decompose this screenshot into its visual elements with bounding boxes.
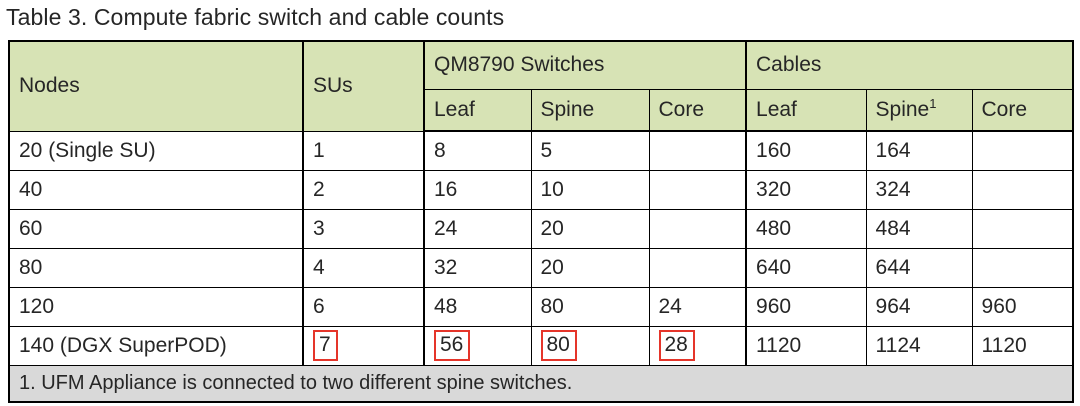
- cell-switch-spine: 10: [530, 169, 650, 210]
- header-switch-spine: Spine: [530, 88, 650, 132]
- footnote-marker: 1: [929, 95, 937, 111]
- header-cable-leaf: Leaf: [745, 88, 867, 132]
- header-switches-group: QM8790 Switches: [423, 40, 748, 90]
- table-body: 20 (Single SU) 1 8 5 160 164 40 2 16 10 320 324 60 3 2…: [8, 130, 1074, 366]
- cell-switch-core: [648, 208, 748, 249]
- footnote-row: 1. UFM Appliance is connected to two dif…: [8, 364, 1074, 403]
- cell-switch-leaf: 8: [423, 130, 532, 171]
- cell-switch-leaf: 16: [423, 169, 532, 210]
- cell-switch-spine: 20: [530, 247, 650, 288]
- cell-sus: 3: [302, 208, 425, 249]
- cell-switch-spine: 80: [530, 325, 650, 366]
- table-row: 60 3 24 20 480 484: [8, 208, 1074, 249]
- header-cables-group: Cables: [745, 40, 1074, 90]
- cell-nodes: 120: [8, 286, 304, 327]
- cell-cable-core: [971, 130, 1074, 171]
- cell-cable-spine: 484: [865, 208, 973, 249]
- cell-nodes: 80: [8, 247, 304, 288]
- cell-cable-leaf: 1120: [745, 325, 867, 366]
- cell-switch-core: 28: [648, 325, 748, 366]
- header-cable-core: Core: [971, 88, 1074, 132]
- highlight-box: 56: [434, 330, 471, 361]
- header-group-row: Nodes SUs QM8790 Switches Cables: [8, 40, 1074, 132]
- cell-cable-spine: 164: [865, 130, 973, 171]
- cell-cable-leaf: 480: [745, 208, 867, 249]
- cell-switch-core: [648, 247, 748, 288]
- header-sub-row: Leaf Spine Core Leaf Spine1 Core: [9, 88, 1074, 132]
- header-switch-leaf: Leaf: [423, 88, 532, 132]
- cell-sus: 6: [302, 286, 425, 327]
- header-cable-spine-label: Spine: [875, 97, 930, 121]
- highlight-box: 28: [658, 330, 695, 361]
- header-nodes: Nodes: [8, 40, 304, 132]
- table-row: 120 6 48 80 24 960 964 960: [8, 286, 1074, 327]
- table-caption: Table 3. Compute fabric switch and cable…: [6, 4, 505, 30]
- cell-nodes: 40: [8, 169, 304, 210]
- table-header: Nodes SUs QM8790 Switches Cables Leaf Sp…: [8, 40, 1074, 132]
- cell-switch-leaf: 24: [423, 208, 532, 249]
- cell-nodes: 60: [8, 208, 304, 249]
- cell-sus: 4: [302, 247, 425, 288]
- cell-sus: 1: [302, 130, 425, 171]
- cell-switch-leaf: 56: [423, 325, 532, 366]
- cell-cable-core: [971, 208, 1074, 249]
- cell-switch-spine: 5: [530, 130, 650, 171]
- table-row: 20 (Single SU) 1 8 5 160 164: [8, 130, 1074, 171]
- cell-nodes: 20 (Single SU): [8, 130, 304, 171]
- cell-cable-leaf: 640: [745, 247, 867, 288]
- table-footer: 1. UFM Appliance is connected to two dif…: [8, 364, 1074, 403]
- cell-cable-core: 1120: [971, 325, 1074, 366]
- cell-cable-spine: 964: [865, 286, 973, 327]
- cell-cable-core: [971, 169, 1074, 210]
- cell-sus: 7: [302, 325, 425, 366]
- cell-switch-core: 24: [648, 286, 748, 327]
- highlight-box: 7: [313, 330, 338, 361]
- table-row: 140 (DGX SuperPOD) 7 56 80 28 1120 1124 1120: [8, 325, 1074, 366]
- footnote-text: 1. UFM Appliance is connected to two dif…: [8, 364, 1074, 403]
- cell-cable-leaf: 160: [745, 130, 867, 171]
- cell-switch-core: [648, 130, 748, 171]
- cell-switch-core: [648, 169, 748, 210]
- cell-cable-spine: 324: [865, 169, 973, 210]
- cell-cable-leaf: 320: [745, 169, 867, 210]
- cell-cable-spine: 1124: [865, 325, 973, 366]
- cell-cable-spine: 644: [865, 247, 973, 288]
- table-row: 40 2 16 10 320 324: [8, 169, 1074, 210]
- header-sus: SUs: [302, 40, 425, 132]
- cell-nodes: 140 (DGX SuperPOD): [8, 325, 304, 366]
- compute-fabric-table: Nodes SUs QM8790 Switches Cables Leaf Sp…: [8, 40, 1075, 403]
- table-row: 80 4 32 20 640 644: [8, 247, 1074, 288]
- header-cable-spine: Spine1: [865, 88, 973, 132]
- cell-switch-leaf: 32: [423, 247, 532, 288]
- cell-cable-leaf: 960: [745, 286, 867, 327]
- header-switch-core: Core: [648, 88, 748, 132]
- cell-sus: 2: [302, 169, 425, 210]
- cell-switch-leaf: 48: [423, 286, 532, 327]
- cell-switch-spine: 80: [530, 286, 650, 327]
- cell-cable-core: [971, 247, 1074, 288]
- highlight-box: 80: [540, 330, 577, 361]
- cell-switch-spine: 20: [530, 208, 650, 249]
- cell-cable-core: 960: [971, 286, 1074, 327]
